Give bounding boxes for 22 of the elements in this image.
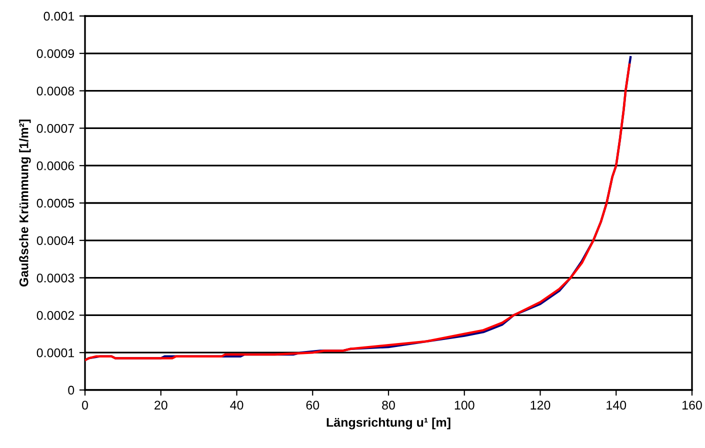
y-tick-label: 0.0001 <box>36 348 74 358</box>
x-tick-label: 120 <box>530 400 550 410</box>
y-axis-title: Gaußsche Krümmung [1/m²] <box>19 120 31 287</box>
y-tick-label: 0.0009 <box>36 49 74 58</box>
y-tick-label: 0.0007 <box>36 124 74 133</box>
y-tick-label: 0.0006 <box>36 161 74 170</box>
x-axis-title: Längsrichtung u¹ [m] <box>326 418 450 430</box>
x-tick-label: 160 <box>682 400 702 410</box>
x-tick-label: 80 <box>382 400 395 410</box>
y-tick-label: 0.0008 <box>36 86 74 96</box>
x-tick-label: 100 <box>454 400 474 410</box>
x-tick-label: 60 <box>306 400 320 410</box>
x-tick-label: 40 <box>230 400 244 410</box>
y-tick-label: 0.001 <box>44 12 74 21</box>
y-tick-label: 0 <box>68 386 74 395</box>
y-tick-label: 0.0003 <box>36 274 74 282</box>
y-tick-label: 0.0005 <box>36 198 74 208</box>
y-tick-label: 0.0004 <box>36 236 74 246</box>
x-tick-label: 20 <box>154 400 168 410</box>
x-tick-label: 140 <box>606 400 626 410</box>
x-tick-label: 0 <box>82 400 88 410</box>
y-tick-label: 0.0002 <box>36 311 74 320</box>
